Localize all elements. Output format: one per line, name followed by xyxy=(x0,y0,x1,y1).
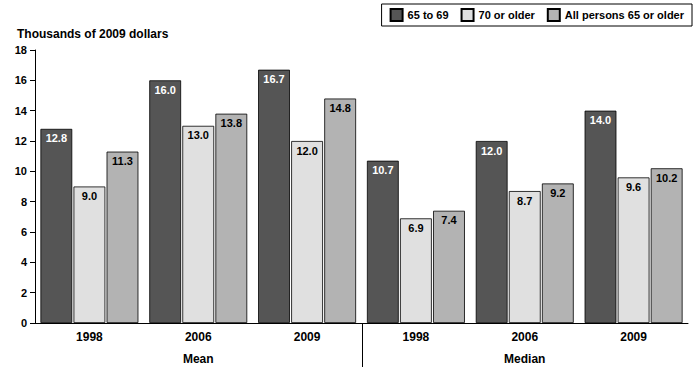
svg-text:0: 0 xyxy=(21,317,27,329)
svg-text:16.0: 16.0 xyxy=(154,84,175,96)
svg-text:12.0: 12.0 xyxy=(481,145,502,157)
svg-text:10: 10 xyxy=(15,165,27,177)
svg-text:Thousands of 2009 dollars: Thousands of 2009 dollars xyxy=(17,27,169,41)
svg-text:8: 8 xyxy=(21,196,27,208)
svg-text:Mean: Mean xyxy=(183,352,214,366)
svg-text:13.0: 13.0 xyxy=(188,129,209,141)
svg-text:1998: 1998 xyxy=(76,330,103,344)
svg-text:2: 2 xyxy=(21,287,27,299)
svg-text:18: 18 xyxy=(15,44,27,56)
svg-text:7.4: 7.4 xyxy=(441,214,457,226)
svg-text:11.3: 11.3 xyxy=(112,155,133,167)
svg-text:12.8: 12.8 xyxy=(46,132,67,144)
svg-text:2006: 2006 xyxy=(185,330,212,344)
svg-text:All persons 65 or older: All persons 65 or older xyxy=(565,9,685,21)
svg-text:2009: 2009 xyxy=(294,330,321,344)
svg-text:12: 12 xyxy=(15,135,27,147)
svg-text:14.0: 14.0 xyxy=(590,114,611,126)
svg-text:10.7: 10.7 xyxy=(372,164,393,176)
svg-text:13.8: 13.8 xyxy=(221,117,242,129)
svg-text:70 or older: 70 or older xyxy=(479,9,536,21)
svg-text:9.2: 9.2 xyxy=(550,187,565,199)
svg-text:16: 16 xyxy=(15,74,27,86)
svg-text:Median: Median xyxy=(504,352,545,366)
svg-text:16.7: 16.7 xyxy=(263,73,284,85)
svg-text:14: 14 xyxy=(15,105,28,117)
svg-text:14.8: 14.8 xyxy=(329,102,350,114)
svg-text:1998: 1998 xyxy=(403,330,430,344)
svg-text:12.0: 12.0 xyxy=(296,145,317,157)
svg-text:10.2: 10.2 xyxy=(656,172,677,184)
svg-text:9.6: 9.6 xyxy=(626,181,641,193)
svg-text:8.7: 8.7 xyxy=(517,195,532,207)
svg-text:2006: 2006 xyxy=(511,330,538,344)
svg-text:65 to 69: 65 to 69 xyxy=(408,9,449,21)
svg-text:6: 6 xyxy=(21,226,27,238)
svg-text:4: 4 xyxy=(21,256,28,268)
svg-text:6.9: 6.9 xyxy=(408,222,423,234)
svg-text:9.0: 9.0 xyxy=(82,190,97,202)
svg-text:2009: 2009 xyxy=(620,330,647,344)
